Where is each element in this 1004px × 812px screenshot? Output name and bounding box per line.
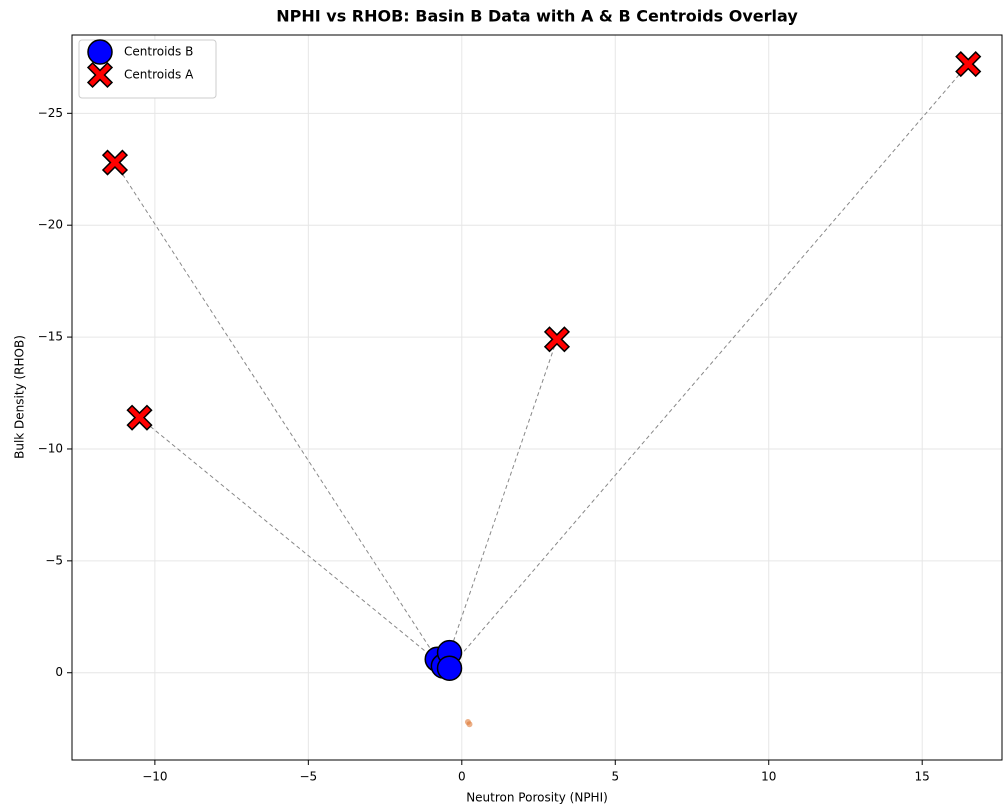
x-tick-label: 10 (761, 770, 776, 784)
y-tick-label: −5 (45, 553, 63, 567)
y-axis-label: Bulk Density (RHOB) (13, 335, 27, 459)
y-tick-label: −10 (38, 441, 63, 455)
legend: Centroids B Centroids A (78, 39, 217, 99)
plot-frame (71, 34, 1003, 761)
legend-marker (86, 61, 114, 89)
centroid-link (139, 417, 444, 667)
legend-box (78, 39, 217, 99)
centroid-a-marker (126, 404, 153, 431)
chart-title: NPHI vs RHOB: Basin B Data with A & B Ce… (276, 7, 798, 26)
legend-marker (87, 39, 113, 65)
legend-label: Centroids B (124, 45, 193, 59)
centroid-link (449, 339, 558, 653)
centroid-a-marker (101, 149, 129, 176)
legend-label: Centroids A (124, 68, 194, 82)
x-tick-label: 15 (915, 770, 930, 784)
centroid-link (114, 162, 438, 660)
centroid-b-marker (436, 655, 463, 682)
y-tick-label: 0 (55, 665, 63, 679)
centroid-a-marker (955, 51, 982, 78)
x-axis-label: Neutron Porosity (NPHI) (466, 791, 608, 805)
x-tick-label: 5 (611, 770, 619, 784)
y-tick-label: −20 (38, 218, 63, 232)
x-tick-label: 0 (458, 770, 466, 784)
data-point (466, 721, 473, 728)
x-tick-label: −10 (142, 770, 167, 784)
y-tick-label: −25 (38, 106, 63, 120)
centroid-a-marker (543, 326, 571, 353)
centroid-link (449, 63, 969, 669)
y-tick-label: −15 (38, 330, 63, 344)
x-tick-label: −5 (299, 770, 317, 784)
